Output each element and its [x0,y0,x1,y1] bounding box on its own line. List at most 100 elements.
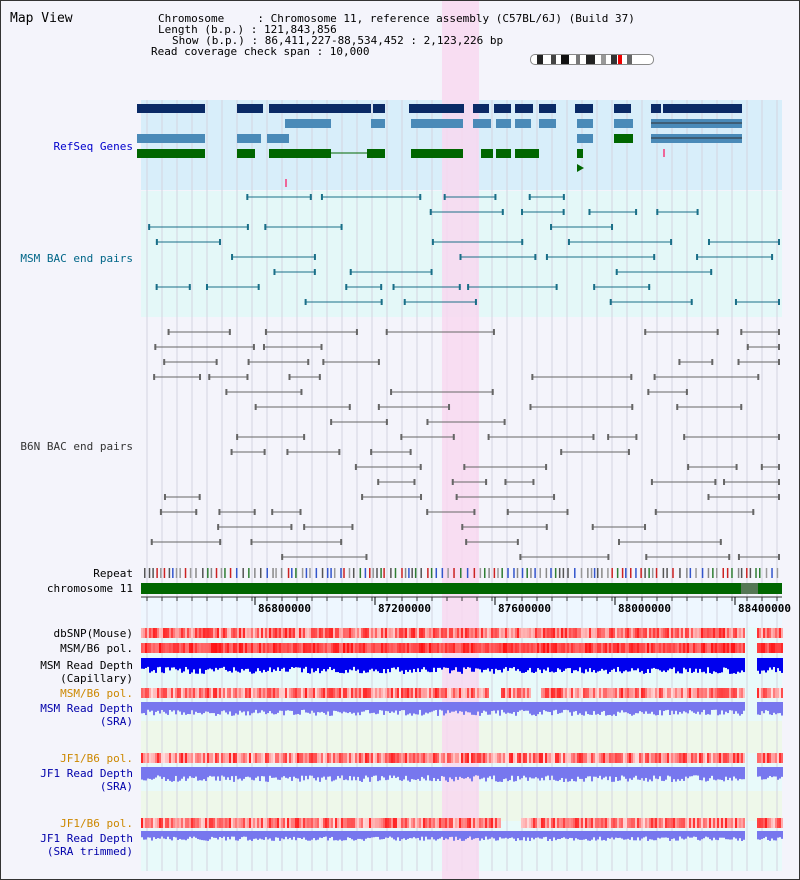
depth-bar [709,767,711,779]
heat-cell [671,628,673,638]
heat-cell [381,688,383,698]
track-label-jf1-depth-trimmed[interactable]: JF1 Read Depth [40,832,133,845]
bac-end [645,554,648,560]
heat-cell [635,753,637,763]
track-label-dbsnp[interactable]: dbSNP(Mouse) [53,627,133,640]
heat-cell [675,643,677,653]
repeat-mark [352,568,355,578]
repeat-mark [554,568,557,578]
bac-end [420,494,423,500]
depth-bar [153,702,155,716]
track-label-chromosome[interactable]: chromosome 11 [46,582,133,595]
heat-cell [393,818,395,828]
track-label-jf1-depth[interactable]: JF1 Read Depth [40,767,133,780]
heat-cell [413,643,415,653]
depth-bar [455,767,457,777]
track-label-msm-b6-pol-2[interactable]: MSM/B6 pol. [60,687,133,700]
heat-cell [379,628,381,638]
heat-cell [249,818,251,828]
heat-cell [297,688,299,698]
repeat-mark [625,568,627,578]
depth-bar [325,658,327,672]
heat-cell [661,628,663,638]
repeat-mark [516,568,519,578]
depth-bar [485,767,487,782]
track-label-repeat[interactable]: Repeat [93,567,133,580]
heat-cell [141,643,143,653]
depth-bar [551,767,553,776]
heat-cell [221,643,223,653]
heat-cell [181,628,183,638]
depth-bar [571,658,573,674]
bac-end [714,479,717,485]
depth-bar [403,658,405,674]
heat-cell [275,643,277,653]
heat-cell [581,628,583,638]
heat-cell [229,643,231,653]
heat-cell [605,628,607,638]
axis-tick-label: 87600000 [498,602,551,615]
depth-bar [177,702,179,711]
heat-cell [357,688,359,698]
heat-cell [681,688,683,698]
heat-cell [215,753,217,763]
heat-cell [689,643,691,653]
track-label-msm-depth-sra[interactable]: MSM Read Depth [40,702,133,715]
track-label-jf1-b6-pol-2[interactable]: JF1/B6 pol. [60,817,133,830]
repeat-mark [662,568,665,578]
depth-bar [465,702,467,712]
heat-cell [479,643,481,653]
bac-end [380,284,383,290]
heat-cell [731,628,733,638]
heat-cell [239,753,241,763]
heat-cell [383,628,385,638]
heat-cell [315,628,317,638]
heat-cell [383,688,385,698]
heat-cell [567,753,569,763]
depth-bar [499,702,501,716]
depth-bar [529,702,531,714]
heat-cell [713,628,715,638]
track-label-msm-depth-cap[interactable]: MSM Read Depth [40,659,133,672]
heat-cell [345,628,347,638]
heat-cell [595,628,597,638]
depth-bar [223,767,225,777]
track-label-b6n-bac[interactable]: B6N BAC end pairs [20,440,133,453]
bac-end [154,344,157,350]
depth-bar [219,767,221,781]
track-label-msm-bac[interactable]: MSM BAC end pairs [20,252,133,265]
heat-cell [371,643,373,653]
heat-cell [267,753,269,763]
depth-bar [213,658,215,672]
heat-cell [455,643,457,653]
heat-cell [415,643,417,653]
repeat-mark [648,568,650,578]
bac-end [465,539,468,545]
gene-feature [539,119,556,128]
depth-bar [269,702,271,712]
depth-bar [493,702,495,711]
heat-cell [607,688,609,698]
heat-cell [291,753,293,763]
heat-cell [639,753,641,763]
bac-end [485,479,488,485]
heat-cell [433,818,435,828]
heat-cell [759,818,761,828]
depth-bar [179,658,181,669]
depth-bar [425,658,427,670]
heat-cell [373,753,375,763]
chromosome-ideogram[interactable] [530,54,654,65]
depth-bar [731,767,733,781]
depth-bar [451,658,453,671]
track-label-refseq[interactable]: RefSeq Genes [53,140,133,153]
heat-cell [235,818,237,828]
heat-cell [395,643,397,653]
depth-bar [651,658,653,669]
bac-end [760,464,763,470]
depth-bar [611,658,613,670]
track-label-jf1-b6-pol[interactable]: JF1/B6 pol. [60,752,133,765]
track-label-msm-b6-pol[interactable]: MSM/B6 pol. [60,642,133,655]
depth-bar [285,702,287,711]
heat-cell [413,688,415,698]
